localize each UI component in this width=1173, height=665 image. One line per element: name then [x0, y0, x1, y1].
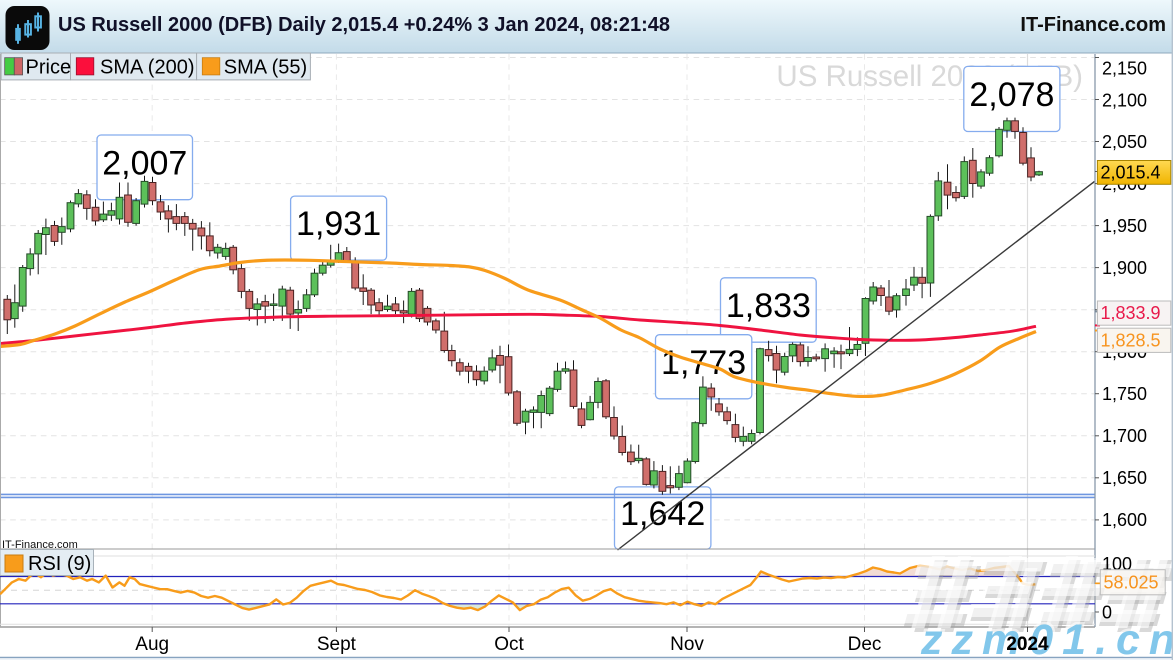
- svg-text:Aug: Aug: [135, 634, 169, 655]
- svg-text:SMA (200): SMA (200): [100, 57, 194, 79]
- svg-text:RSI (9): RSI (9): [28, 553, 91, 575]
- svg-text:SMA (55): SMA (55): [224, 57, 307, 79]
- svg-text:1,600: 1,600: [1102, 510, 1147, 530]
- svg-text:0: 0: [1102, 603, 1112, 623]
- svg-text:2,150: 2,150: [1102, 59, 1147, 79]
- svg-text:IT-Finance.com: IT-Finance.com: [2, 539, 78, 551]
- svg-text:1,700: 1,700: [1102, 426, 1147, 446]
- svg-text:IT-Finance.com: IT-Finance.com: [1020, 14, 1166, 36]
- svg-text:2,078: 2,078: [969, 76, 1054, 114]
- svg-text:1,833.9: 1,833.9: [1101, 303, 1161, 323]
- svg-text:2024: 2024: [1006, 634, 1049, 655]
- svg-text:1,931: 1,931: [296, 205, 381, 243]
- svg-text:2,100: 2,100: [1102, 91, 1147, 111]
- svg-text:Oct: Oct: [494, 634, 524, 655]
- svg-text:Dec: Dec: [848, 634, 882, 655]
- svg-text:2,015.4: 2,015.4: [1101, 163, 1161, 183]
- svg-text:1,950: 1,950: [1102, 216, 1147, 236]
- svg-text:1,900: 1,900: [1102, 258, 1147, 278]
- svg-text:Sept: Sept: [317, 634, 357, 655]
- svg-text:1,833: 1,833: [726, 287, 811, 325]
- svg-text:1,828.5: 1,828.5: [1101, 330, 1161, 350]
- svg-text:US Russell 2000 (DFB) Daily 2,: US Russell 2000 (DFB) Daily 2,015.4 +0.2…: [58, 14, 670, 36]
- svg-text:zzm01.cn: zzm01.cn: [920, 616, 1173, 660]
- svg-text:58.025: 58.025: [1104, 573, 1159, 593]
- svg-text:2,050: 2,050: [1102, 132, 1147, 152]
- svg-text:1,642: 1,642: [620, 495, 705, 533]
- svg-text:1,650: 1,650: [1102, 468, 1147, 488]
- svg-text:2024: 2024: [1006, 634, 1049, 655]
- svg-text:1,750: 1,750: [1102, 384, 1147, 404]
- svg-text:zzm01.cn: zzm01.cn: [920, 616, 1173, 660]
- svg-text:100: 100: [1102, 554, 1132, 574]
- svg-text:Price: Price: [26, 57, 72, 79]
- svg-text:Nov: Nov: [670, 634, 704, 655]
